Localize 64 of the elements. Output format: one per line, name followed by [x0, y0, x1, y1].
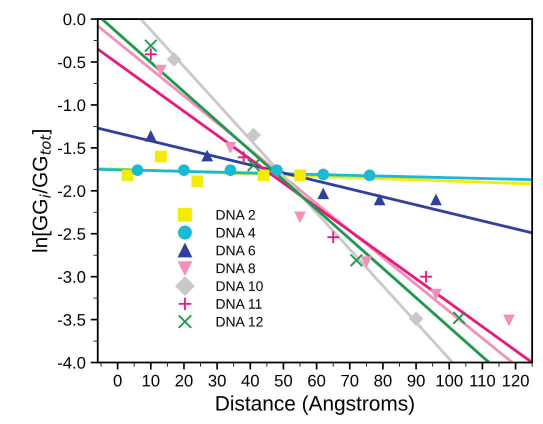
y-tick-label: -3.0 [58, 271, 86, 283]
x-tick-label: 0 [114, 374, 122, 387]
point [294, 212, 306, 224]
x-axis-title: Distance (Angstroms) [216, 395, 414, 415]
point [326, 230, 340, 244]
point [191, 176, 204, 188]
legend-label: DNA 8 [216, 263, 256, 274]
legend-label: DNA 10 [216, 281, 263, 292]
y-tick-label: 0.0 [63, 13, 86, 26]
point [246, 128, 261, 142]
point [224, 164, 236, 176]
x-tick-label: 80 [374, 374, 392, 387]
legend-label: DNA 12 [216, 316, 263, 327]
point [360, 256, 372, 268]
legend-label: DNA 6 [216, 246, 256, 256]
point [122, 170, 134, 182]
legend-label: DNA 4 [216, 228, 256, 238]
y-tick-label: -3.5 [58, 314, 86, 326]
point [294, 170, 306, 182]
point [178, 164, 190, 176]
point [408, 311, 424, 326]
point [364, 170, 376, 182]
point [258, 170, 270, 182]
point [350, 254, 364, 268]
x-tick-label: 70 [341, 374, 358, 387]
y-tick-label: -2.0 [58, 185, 86, 198]
point [144, 130, 157, 142]
point [201, 150, 213, 162]
point [236, 150, 250, 164]
x-tick-label: 60 [308, 374, 326, 387]
point [224, 142, 236, 154]
y-axis-title: ln[GG$_{i}$/GG$_{tot}$] [32, 130, 52, 252]
legend-label: DNA 2 [216, 210, 255, 220]
point [132, 164, 144, 176]
point [430, 194, 442, 206]
x-tick-label: 90 [408, 374, 425, 387]
point [270, 164, 283, 176]
y-tick-label: -2.5 [58, 228, 86, 240]
point [317, 168, 330, 180]
point [154, 64, 167, 76]
y-tick-label: -4.0 [58, 356, 86, 369]
point [154, 150, 167, 162]
x-tick-label: 10 [142, 374, 160, 387]
point [317, 188, 330, 200]
point [246, 158, 260, 172]
x-tick-label: 50 [274, 374, 292, 387]
x-tick-label: 110 [470, 374, 496, 387]
point [419, 270, 433, 284]
point [503, 314, 515, 326]
point [144, 48, 158, 61]
x-tick-label: 100 [436, 374, 462, 387]
point [144, 38, 158, 52]
legend-label: DNA 11 [216, 299, 262, 309]
x-tick-label: 20 [176, 374, 193, 387]
x-tick-label: 30 [208, 374, 226, 387]
y-tick-label: -1.5 [58, 142, 86, 154]
x-tick-label: 40 [241, 374, 259, 387]
y-tick-label: -0.5 [58, 56, 86, 68]
x-tick-label: 120 [502, 374, 529, 387]
point [452, 311, 466, 325]
y-tick-label: -1.0 [58, 99, 86, 112]
point [430, 288, 442, 300]
point [374, 194, 386, 206]
point [166, 52, 182, 67]
